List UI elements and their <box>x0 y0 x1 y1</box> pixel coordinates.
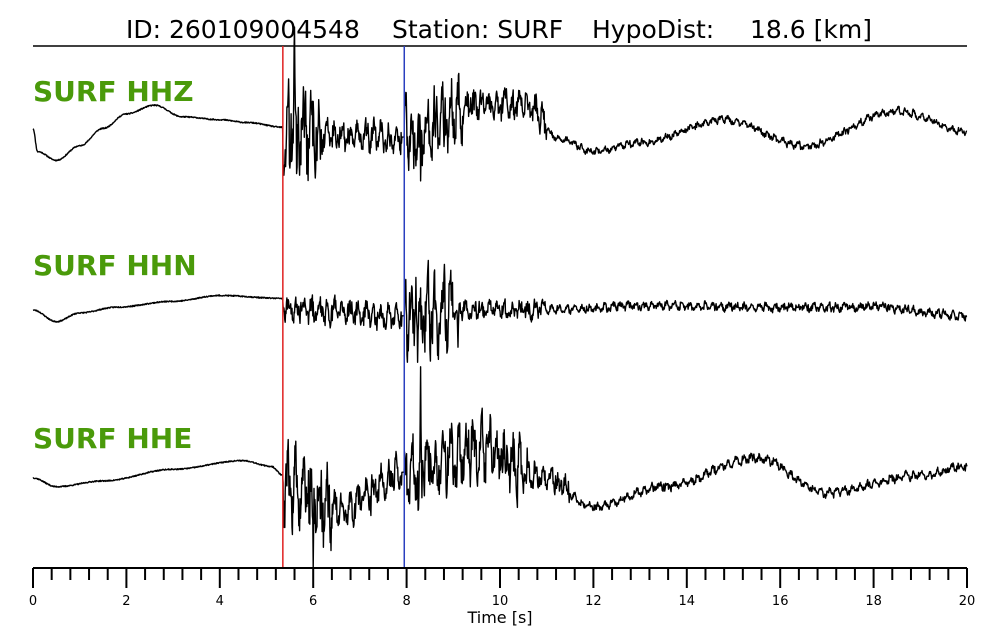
x-tick-label: 8 <box>402 594 410 609</box>
trace-surf-hhz <box>32 26 968 182</box>
trace-surf-hhn <box>32 259 968 363</box>
x-tick-label: 14 <box>679 594 696 609</box>
channel-label-hhz: SURF HHZ <box>33 75 194 108</box>
time-axis: 0 2 4 6 8 10 12 14 16 18 20 <box>29 567 976 609</box>
channel-label-hhn: SURF HHN <box>33 249 197 282</box>
x-tick-label: 12 <box>585 594 602 609</box>
x-tick-label: 16 <box>772 594 789 609</box>
x-tick-label: 4 <box>216 594 224 609</box>
x-tick-label: 20 <box>959 594 976 609</box>
x-tick-label: 0 <box>29 594 37 609</box>
hypodist-label: HypoDist: <box>592 15 714 44</box>
pick-lines <box>282 46 406 568</box>
event-id-text: ID: 260109004548 <box>126 15 360 44</box>
x-tick-label: 10 <box>492 594 509 609</box>
hypodist-value: 18.6 [km] <box>750 15 872 44</box>
station-text: Station: SURF <box>392 15 563 44</box>
x-axis-label: Time [s] <box>466 608 532 627</box>
channel-label-hhe: SURF HHE <box>33 422 192 455</box>
x-tick-label: 2 <box>122 594 130 609</box>
trace-group <box>32 26 968 569</box>
x-tick-label: 18 <box>865 594 882 609</box>
x-tick-label: 6 <box>309 594 317 609</box>
trace-surf-hhe <box>32 366 968 569</box>
